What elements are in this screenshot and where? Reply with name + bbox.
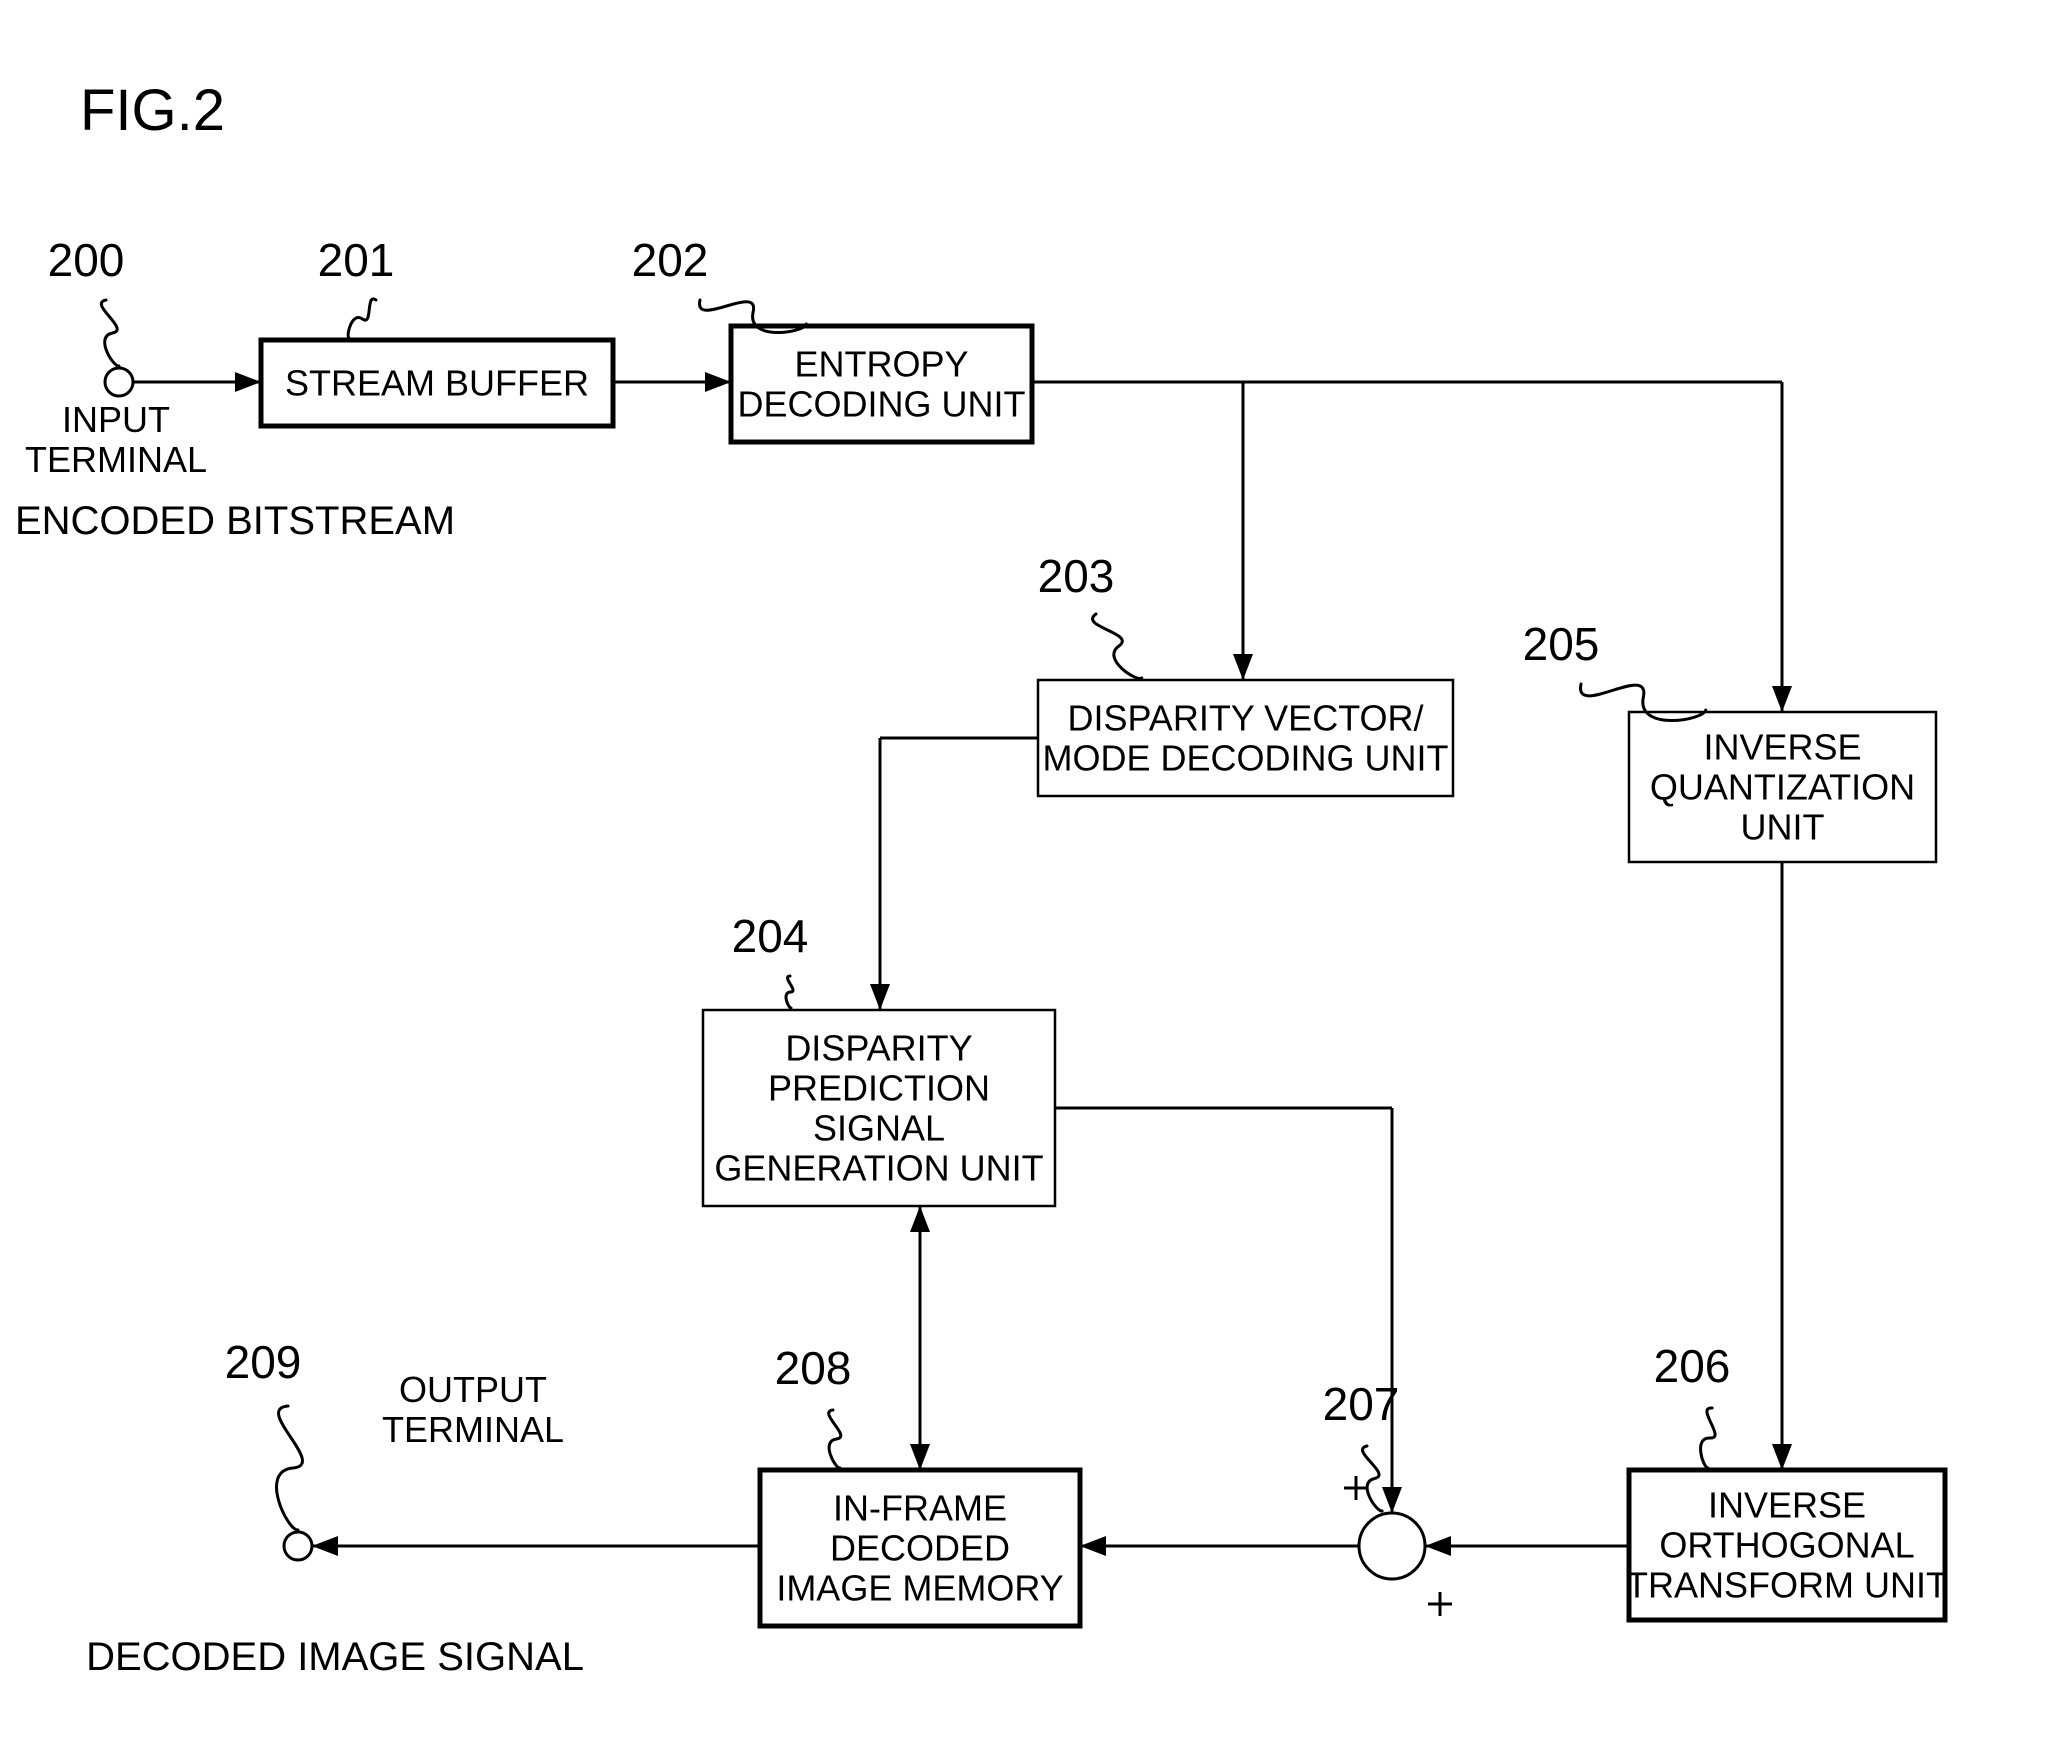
terminal-output: 209 OUTPUTTERMINAL DECODED IMAGE SIGNAL bbox=[86, 1336, 584, 1679]
block-entropy-line-1: DECODING UNIT bbox=[738, 384, 1026, 425]
terminal-input-label1: INPUT bbox=[62, 399, 170, 440]
block-disp_pred-line-1: PREDICTION bbox=[768, 1068, 990, 1109]
ref-disp_pred: 204 bbox=[732, 910, 809, 962]
edge-e_adder_mem bbox=[1080, 1536, 1359, 1556]
block-inv_q-line-2: UNIT bbox=[1741, 807, 1825, 848]
edge-e_iq_io bbox=[1772, 862, 1792, 1470]
edge-e_dv_dp_v bbox=[870, 738, 890, 1010]
terminal-output-caption: DECODED IMAGE SIGNAL bbox=[86, 1635, 584, 1679]
terminal-output-label1: OUTPUT bbox=[399, 1369, 547, 1410]
edge-e_ent_iq_v bbox=[1772, 382, 1792, 712]
ref-adder: 207 bbox=[1323, 1378, 1400, 1430]
block-in_frame-line-0: IN-FRAME bbox=[833, 1488, 1007, 1529]
figure-title: FIG.2 bbox=[80, 78, 225, 143]
block-dv_mode-line-0: DISPARITY VECTOR/ bbox=[1067, 698, 1423, 739]
block-inv_orth-line-0: INVERSE bbox=[1708, 1485, 1866, 1526]
terminal-input-caption: ENCODED BITSTREAM bbox=[15, 499, 455, 543]
block-inv_q: INVERSEQUANTIZATIONUNIT 205 bbox=[1523, 618, 1936, 862]
block-entropy: ENTROPYDECODING UNIT 202 bbox=[632, 234, 1032, 442]
edge-e_in_sb bbox=[133, 372, 261, 392]
edge-e_sb_ent bbox=[613, 372, 731, 392]
block-disp_pred-line-3: GENERATION UNIT bbox=[714, 1148, 1043, 1189]
terminal-input-label2: TERMINAL bbox=[25, 439, 207, 480]
block-inv_orth-line-1: ORTHOGONAL bbox=[1659, 1525, 1914, 1566]
ref-entropy: 202 bbox=[632, 234, 709, 286]
edge-e_io_adder bbox=[1425, 1536, 1629, 1556]
block-inv_q-line-1: QUANTIZATION bbox=[1650, 767, 1915, 808]
ref-in_frame: 208 bbox=[775, 1342, 852, 1394]
ref-stream_buffer: 201 bbox=[318, 234, 395, 286]
edge-e_dp_mem_bi bbox=[910, 1206, 930, 1470]
block-in_frame-line-2: IMAGE MEMORY bbox=[776, 1568, 1063, 1609]
block-disp_pred-line-0: DISPARITY bbox=[785, 1028, 972, 1069]
edge-e_mem_out bbox=[312, 1536, 760, 1556]
ref-dv_mode: 203 bbox=[1038, 550, 1115, 602]
block-stream_buffer-line-0: STREAM BUFFER bbox=[285, 363, 589, 404]
block-disp_pred-line-2: SIGNAL bbox=[813, 1108, 945, 1149]
ref-terminal-output: 209 bbox=[225, 1336, 302, 1388]
block-inv_orth-line-2: TRANSFORM UNIT bbox=[1626, 1565, 1948, 1606]
ref-inv_q: 205 bbox=[1523, 618, 1600, 670]
edge-e_ent_dv_v bbox=[1233, 382, 1253, 680]
block-inv_q-line-0: INVERSE bbox=[1703, 727, 1861, 768]
ref-inv_orth: 206 bbox=[1654, 1340, 1731, 1392]
ref-terminal-input: 200 bbox=[48, 234, 125, 286]
edge-e_dp_adder_v bbox=[1382, 1108, 1402, 1513]
edges bbox=[133, 372, 1792, 1556]
block-dv_mode-line-1: MODE DECODING UNIT bbox=[1042, 738, 1448, 779]
block-in_frame-line-1: DECODED bbox=[830, 1528, 1010, 1569]
block-inv_orth: INVERSEORTHOGONALTRANSFORM UNIT 206 bbox=[1626, 1340, 1948, 1620]
block-stream_buffer: STREAM BUFFER 201 bbox=[261, 234, 613, 426]
block-entropy-line-0: ENTROPY bbox=[794, 344, 968, 385]
terminal-output-label2: TERMINAL bbox=[382, 1409, 564, 1450]
